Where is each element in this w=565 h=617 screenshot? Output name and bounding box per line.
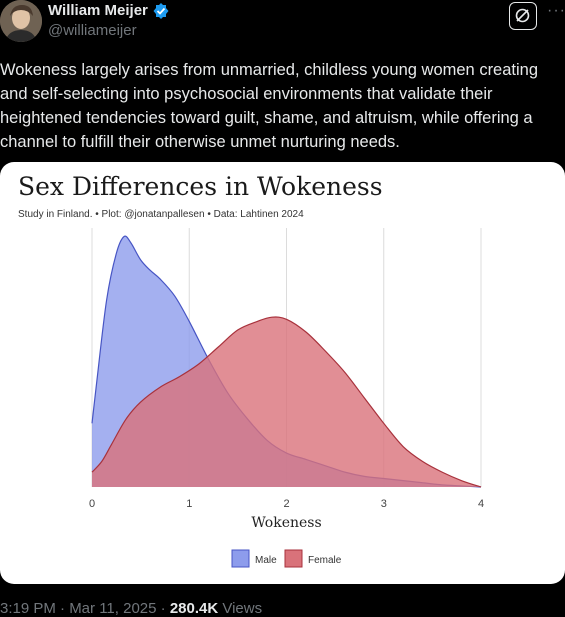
- x-tick-label-2: 2: [283, 498, 289, 510]
- author-name[interactable]: William Meijer: [48, 2, 148, 19]
- verified-badge-icon: [152, 2, 170, 20]
- post-footer: 3:19 PM · Mar 11, 2025 · 280.4K Views: [0, 600, 262, 617]
- x-tick-label-0: 0: [89, 498, 95, 510]
- series-line-female: [91, 316, 482, 488]
- x-tick-label-4: 4: [478, 498, 484, 510]
- grok-icon: [515, 8, 530, 23]
- views-label: Views: [218, 600, 263, 617]
- post-timestamp[interactable]: 3:19 PM · Mar 11, 2025 ·: [0, 600, 170, 617]
- chart-title: Sex Differences in Wokeness: [18, 172, 383, 201]
- series-area-female: [92, 316, 481, 487]
- x-tick-label-1: 1: [186, 498, 192, 510]
- avatar[interactable]: [0, 0, 42, 42]
- chart-image[interactable]: 0 1 2 3 4 Wokeness Male Female Sex Differences …: [0, 162, 565, 584]
- post-header: William Meijer @williameijer ···: [0, 0, 565, 50]
- x-axis-label: Wokeness: [251, 515, 321, 531]
- grok-button[interactable]: [509, 2, 537, 30]
- chart-subtitle: Study in Finland. • Plot: @jonatanpalles…: [18, 209, 304, 220]
- legend-swatch-female: [284, 549, 303, 568]
- legend-label-female: Female: [308, 555, 342, 566]
- x-tick-label-3: 3: [381, 498, 387, 510]
- more-options-icon[interactable]: ···: [547, 2, 565, 19]
- views-count: 280.4K: [169, 600, 219, 617]
- author-handle[interactable]: @williameijer: [48, 22, 137, 39]
- legend-swatch-male: [231, 549, 250, 568]
- post-text: Wokeness largely arises from unmarried, …: [0, 61, 539, 151]
- density-chart: 0 1 2 3 4 Wokeness Male Female: [89, 228, 484, 568]
- legend-label-male: Male: [255, 555, 277, 566]
